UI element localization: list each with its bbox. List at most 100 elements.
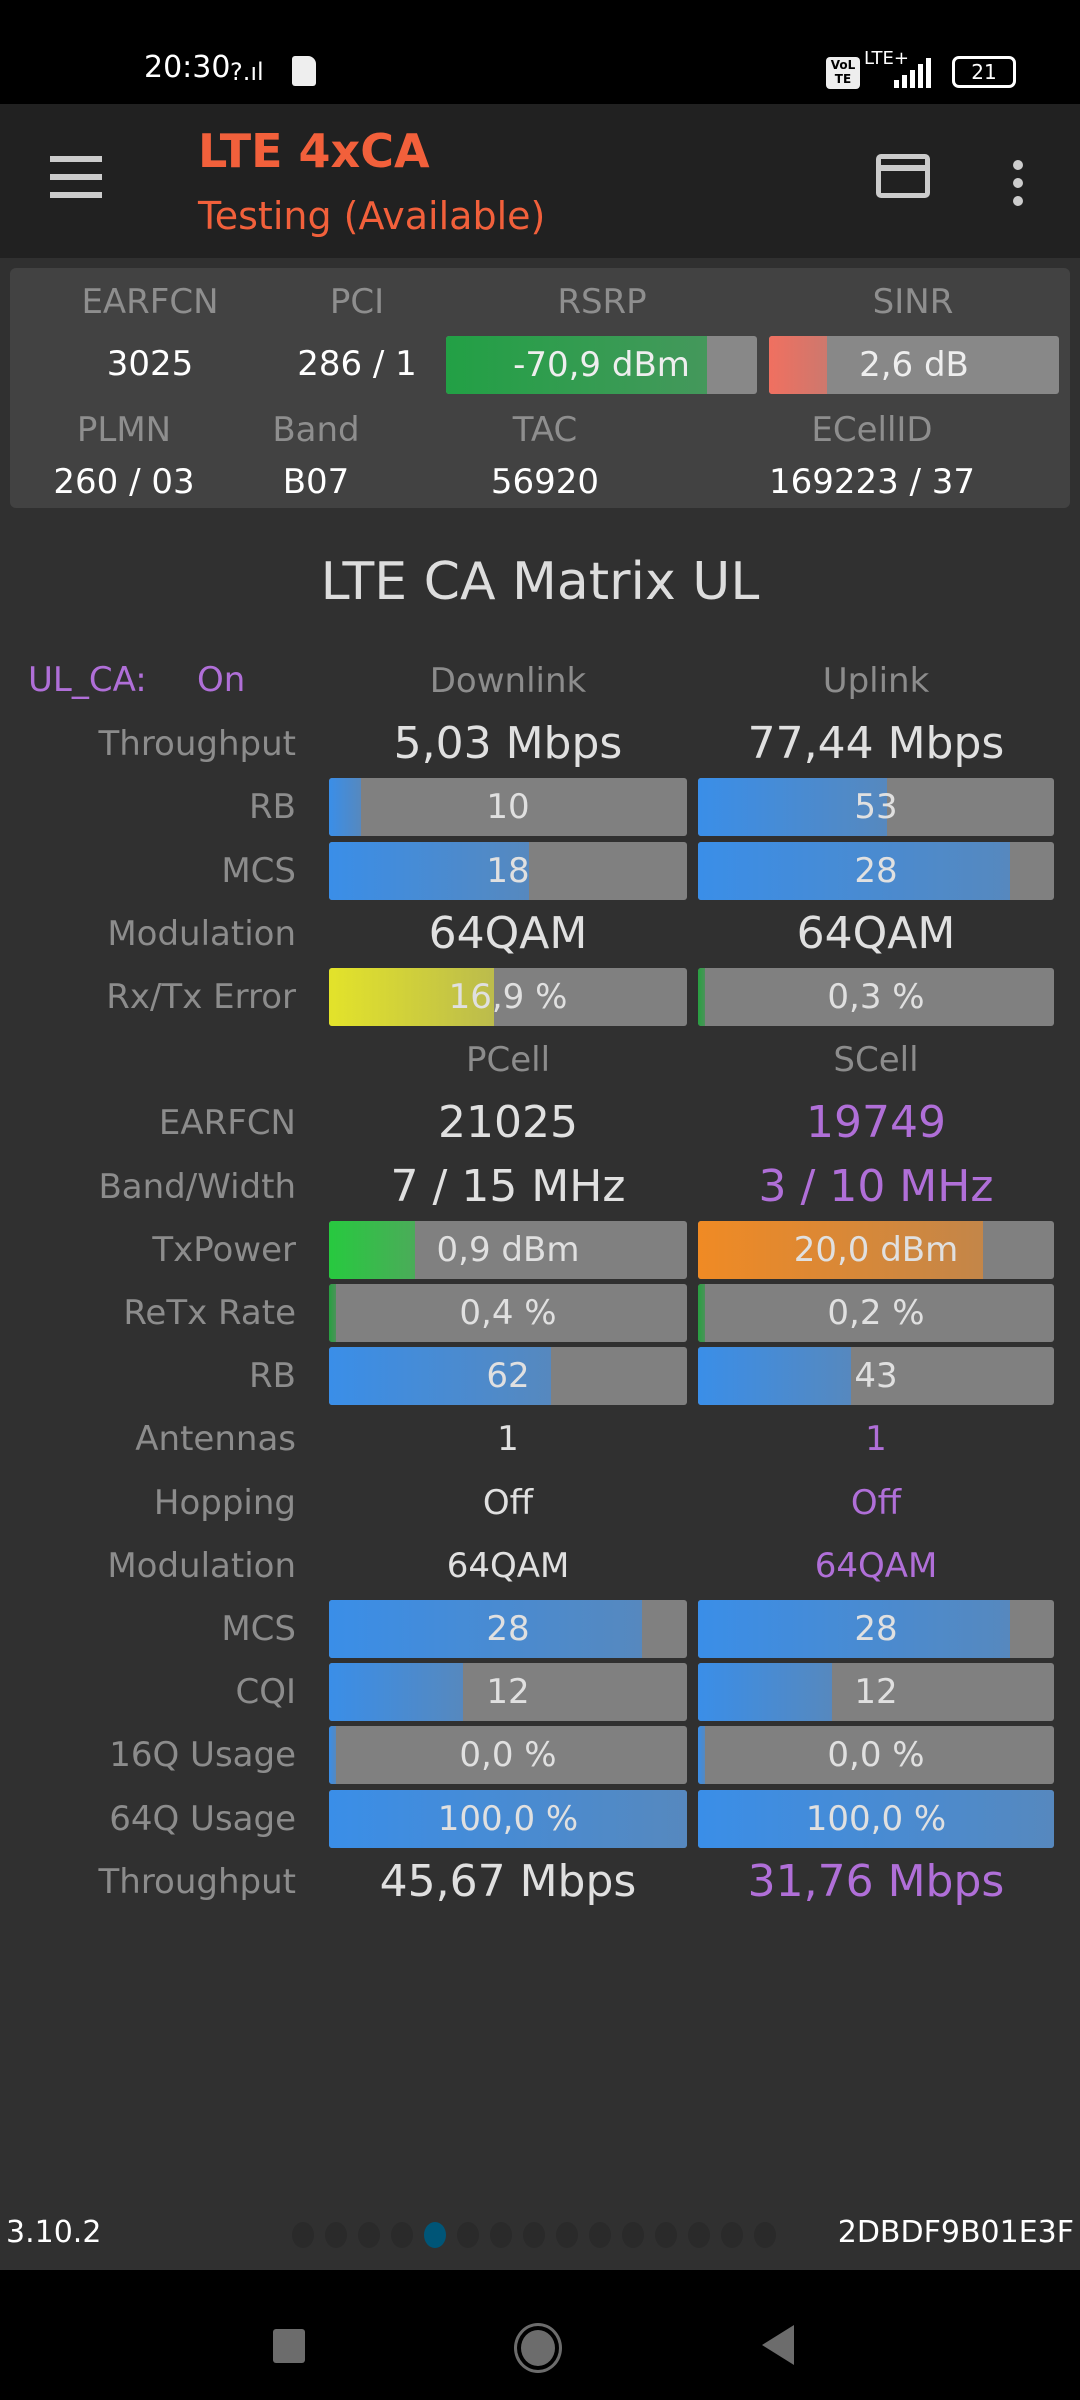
bar-fill	[329, 1726, 337, 1785]
value-bar: 10	[329, 778, 687, 837]
rsrp-bar-fill	[446, 336, 708, 394]
row-label: Throughput	[98, 1861, 297, 1902]
matrix-row: RB 10 53	[0, 776, 1080, 839]
matrix-row: ReTx Rate 0,4 % 0,2 %	[0, 1282, 1080, 1345]
bar-value: 43	[854, 1356, 898, 1397]
bar-fill	[698, 1220, 983, 1279]
back-triangle-icon[interactable]	[762, 2325, 794, 2365]
matrix-row: Rx/Tx Error 16,9 % 0,3 %	[0, 966, 1080, 1029]
navigation-bar	[0, 2270, 1080, 2400]
row-label: Antennas	[135, 1419, 296, 1460]
bar-fill	[329, 1220, 415, 1279]
cell-value: 64QAM	[428, 907, 588, 959]
bar-value: 16,9 %	[448, 977, 568, 1017]
rsrp-value: -70,9 dBm	[513, 345, 690, 385]
bar-value: 0,0 %	[827, 1735, 925, 1776]
value-bar: 18	[329, 841, 687, 900]
bar-value: 0,3 %	[827, 977, 925, 1017]
value-bar: 0,0 %	[329, 1726, 687, 1785]
cell-value: 1	[497, 1419, 519, 1460]
bar-fill	[698, 1726, 706, 1785]
value-pci: 286 / 1	[297, 344, 417, 384]
page-dot[interactable]	[556, 2222, 578, 2248]
matrix-row: MCS 18 28	[0, 840, 1080, 903]
matrix-row: Antennas 1 1	[0, 1408, 1080, 1471]
row-label: MCS	[221, 1609, 296, 1649]
page-dot[interactable]	[490, 2222, 512, 2248]
page-dot[interactable]	[589, 2222, 611, 2248]
row-label: Hopping	[153, 1482, 296, 1523]
value-bar: 12	[698, 1663, 1054, 1722]
bar-value: 20,0 dBm	[793, 1229, 959, 1270]
label-plmn: PLMN	[76, 410, 172, 450]
page-dot[interactable]	[424, 2222, 446, 2248]
value-bar: 43	[698, 1347, 1054, 1406]
value-bar: 12	[329, 1663, 687, 1722]
matrix-row: Throughput 45,67 Mbps 31,76 Mbps	[0, 1851, 1080, 1914]
value-bar: 100,0 %	[329, 1789, 687, 1848]
value-bar: 28	[698, 1600, 1054, 1658]
cell-value: 64QAM	[814, 1545, 938, 1586]
cell-value: 64QAM	[796, 907, 956, 959]
matrix-row: Modulation 64QAM 64QAM	[0, 1535, 1080, 1598]
matrix-title: LTE CA Matrix UL	[320, 552, 760, 612]
device-id: 2DBDF9B01E3F	[837, 2215, 1074, 2250]
page-dot[interactable]	[457, 2222, 479, 2248]
row-label: 64Q Usage	[109, 1798, 296, 1839]
page-indicator[interactable]	[292, 2222, 776, 2248]
page-dot[interactable]	[358, 2222, 380, 2248]
bar-fill	[329, 841, 530, 900]
bar-value: 100,0 %	[437, 1798, 579, 1839]
value-bar: 20,0 dBm	[698, 1220, 1054, 1279]
signal-unknown-icon: ?.ıl	[230, 58, 264, 86]
page-dot[interactable]	[655, 2222, 677, 2248]
page-dot[interactable]	[622, 2222, 644, 2248]
app-subtitle: Testing (Available)	[198, 194, 546, 238]
bar-value: 100,0 %	[805, 1798, 947, 1839]
matrix-row: 64Q Usage 100,0 % 100,0 %	[0, 1788, 1080, 1851]
page-dot[interactable]	[721, 2222, 743, 2248]
bar-fill	[329, 1347, 551, 1406]
bar-value: 62	[486, 1356, 530, 1397]
bar-value: 28	[486, 1609, 530, 1649]
bar-value: 0,9 dBm	[436, 1229, 580, 1270]
bar-value: 28	[854, 850, 898, 891]
matrix-row: Band/Width 7 / 15 MHz 3 / 10 MHz	[0, 1156, 1080, 1219]
column-header: Uplink	[822, 661, 930, 701]
sinr-value: 2,6 dB	[859, 345, 969, 385]
label-tac: TAC	[512, 410, 578, 450]
bar-fill	[329, 778, 362, 837]
sd-card-icon	[292, 56, 316, 86]
page-dot[interactable]	[325, 2222, 347, 2248]
value-bar: 28	[329, 1600, 687, 1658]
bar-fill	[698, 841, 1010, 900]
page-dot[interactable]	[688, 2222, 710, 2248]
value-earfcn: 3025	[106, 344, 194, 384]
hamburger-icon[interactable]	[40, 154, 112, 204]
sinr-bar-fill	[769, 336, 827, 394]
matrix-row: RB 62 43	[0, 1345, 1080, 1408]
value-bar: 62	[329, 1347, 687, 1406]
matrix-row: EARFCN 21025 19749	[0, 1092, 1080, 1155]
page-dot[interactable]	[754, 2222, 776, 2248]
page-dot[interactable]	[292, 2222, 314, 2248]
card-icon[interactable]	[876, 154, 930, 198]
page-dot[interactable]	[391, 2222, 413, 2248]
square-icon[interactable]	[273, 2329, 305, 2363]
row-label: CQI	[235, 1672, 296, 1713]
bar-fill	[329, 1663, 464, 1722]
row-label: RB	[249, 787, 296, 828]
row-label: MCS	[221, 850, 296, 891]
bar-value: 53	[854, 787, 898, 828]
sinr-bar: 2,6 dB	[769, 336, 1059, 394]
page-dot[interactable]	[523, 2222, 545, 2248]
value-ecellid: 169223 / 37	[768, 462, 976, 502]
network-type: LTE+	[864, 48, 909, 69]
bar-fill	[698, 1789, 1054, 1848]
app-version: 3.10.2	[6, 2215, 102, 2250]
more-vert-icon[interactable]	[1010, 160, 1026, 210]
bar-value: 10	[486, 787, 530, 828]
battery-icon: 21	[952, 56, 1016, 88]
home-circle-icon[interactable]	[514, 2323, 562, 2373]
row-label: Modulation	[107, 1545, 296, 1586]
